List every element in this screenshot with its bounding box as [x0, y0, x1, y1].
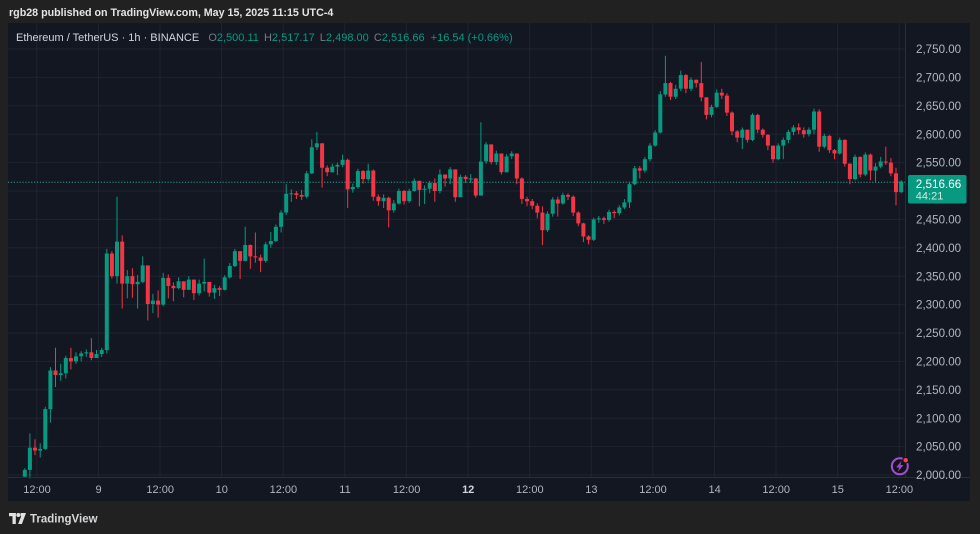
svg-text:2,550.00: 2,550.00 [916, 157, 961, 170]
svg-text:12: 12 [462, 484, 474, 496]
svg-text:13: 13 [585, 484, 597, 496]
svg-text:9: 9 [96, 484, 102, 496]
svg-text:10: 10 [216, 484, 228, 496]
svg-text:2,250.00: 2,250.00 [916, 327, 961, 340]
svg-text:2,750.00: 2,750.00 [916, 43, 961, 56]
svg-text:2,100.00: 2,100.00 [916, 412, 961, 425]
svg-text:2,300.00: 2,300.00 [916, 299, 961, 312]
svg-text:2,050.00: 2,050.00 [916, 441, 961, 454]
svg-text:2,600.00: 2,600.00 [916, 128, 961, 141]
svg-text:12:00: 12:00 [886, 484, 914, 496]
svg-text:2,150.00: 2,150.00 [916, 384, 961, 397]
svg-text:2,400.00: 2,400.00 [916, 242, 961, 255]
svg-text:11: 11 [339, 484, 350, 496]
svg-text:2,650.00: 2,650.00 [916, 100, 961, 113]
svg-text:12:00: 12:00 [762, 484, 790, 496]
svg-text:2,516.66: 2,516.66 [916, 178, 962, 191]
svg-text:2,350.00: 2,350.00 [916, 270, 961, 283]
svg-text:2,450.00: 2,450.00 [916, 214, 961, 227]
svg-text:12:00: 12:00 [639, 484, 667, 496]
svg-text:12:00: 12:00 [270, 484, 298, 496]
svg-text:2,700.00: 2,700.00 [916, 72, 961, 85]
svg-text:12:00: 12:00 [393, 484, 421, 496]
svg-text:15: 15 [832, 484, 844, 496]
svg-text:44:21: 44:21 [916, 191, 944, 203]
svg-text:12:00: 12:00 [516, 484, 544, 496]
svg-text:2,000.00: 2,000.00 [916, 469, 961, 482]
svg-text:2,200.00: 2,200.00 [916, 356, 961, 369]
svg-text:TradingView: TradingView [30, 514, 98, 526]
svg-text:12:00: 12:00 [146, 484, 174, 496]
svg-text:12:00: 12:00 [23, 484, 51, 496]
svg-text:14: 14 [708, 484, 720, 496]
